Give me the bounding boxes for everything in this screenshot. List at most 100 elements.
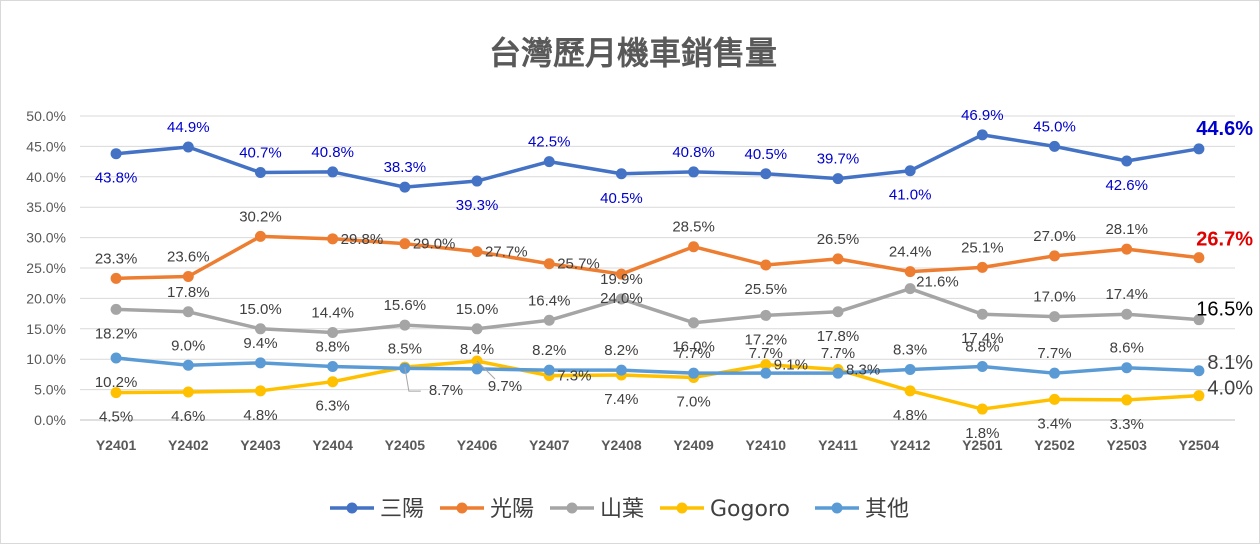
data-point [976, 308, 988, 320]
series-line [116, 286, 1200, 335]
data-point [976, 403, 988, 415]
legend-item[interactable]: 三陽 [330, 497, 424, 522]
data-point [327, 376, 339, 388]
data-label: 7.7% [749, 345, 783, 362]
data-label: 44.9% [167, 119, 210, 136]
data-point [1121, 308, 1133, 320]
data-label: 9.7% [488, 378, 522, 395]
data-label: 29.8% [341, 231, 384, 248]
data-label: 28.1% [1105, 221, 1148, 238]
data-label: 7.4% [604, 391, 638, 408]
data-point [110, 303, 122, 315]
data-point [182, 386, 194, 398]
data-point [399, 181, 411, 193]
data-point [254, 385, 266, 397]
y-tick-label: 40.0% [26, 169, 66, 185]
data-point [615, 293, 627, 305]
y-tick-label: 30.0% [26, 230, 66, 246]
data-point [543, 156, 555, 168]
data-label: 9.0% [171, 337, 205, 354]
data-label: 30.2% [239, 208, 282, 225]
x-tick-label: Y2408 [601, 437, 642, 453]
data-label: 7.7% [676, 345, 710, 362]
x-tick-label: Y2401 [96, 437, 137, 453]
data-label: 26.5% [817, 231, 860, 248]
data-label: 17.8% [817, 328, 860, 345]
data-point [327, 233, 339, 245]
data-label: 8.1% [1207, 352, 1253, 374]
data-point [1121, 243, 1133, 255]
data-point [615, 364, 627, 376]
data-point [1193, 314, 1205, 326]
data-point [471, 323, 483, 335]
data-label: 4.8% [243, 407, 277, 424]
data-label: 15.0% [239, 301, 282, 318]
data-point [471, 175, 483, 187]
data-point [760, 359, 772, 371]
data-point [110, 352, 122, 364]
legend-item[interactable]: Gogoro [660, 497, 790, 522]
data-point [615, 268, 627, 280]
data-point [471, 246, 483, 258]
data-label: 40.8% [311, 144, 354, 161]
x-tick-label: Y2405 [385, 437, 426, 453]
series-lines [110, 129, 1205, 415]
legend-item[interactable]: 其他 [815, 497, 909, 522]
data-label: 16.4% [528, 292, 571, 309]
data-label: 42.5% [528, 134, 571, 151]
series-line [115, 133, 1200, 189]
data-point [688, 367, 700, 379]
data-label: 25.7% [557, 256, 600, 273]
data-point [832, 173, 844, 185]
data-point [1193, 365, 1205, 377]
series-line [116, 359, 1200, 411]
data-label: 42.6% [1105, 177, 1148, 194]
data-label: 10.2% [95, 374, 138, 391]
data-label: 44.6% [1196, 118, 1253, 140]
data-point [182, 271, 194, 283]
x-tick-label: Y2502 [1034, 437, 1075, 453]
data-label: 24.0% [600, 290, 643, 307]
data-label: 8.6% [1110, 340, 1144, 357]
data-label: 4.6% [171, 408, 205, 425]
data-point [904, 385, 916, 397]
data-point [327, 326, 339, 338]
data-label: 43.8% [95, 170, 138, 187]
data-point [904, 266, 916, 278]
data-point [110, 387, 122, 399]
data-label: 38.3% [384, 159, 427, 176]
data-label: 17.4% [961, 330, 1004, 347]
legend-item[interactable]: 光陽 [440, 497, 534, 522]
data-point [1049, 140, 1061, 152]
legend[interactable]: 三陽 光陽 山葉 Gogoro 其他 [330, 497, 909, 522]
x-tick-label: Y2503 [1106, 437, 1147, 453]
data-label: 7.3% [557, 368, 591, 385]
data-label: 19.9% [600, 271, 643, 288]
data-label: 18.2% [95, 325, 138, 342]
y-tick-label: 45.0% [26, 138, 66, 154]
data-label: 4.8% [893, 407, 927, 424]
data-label: 16.5% [1196, 299, 1253, 321]
x-tick-label: Y2410 [746, 437, 787, 453]
data-label: 17.0% [1033, 289, 1076, 306]
x-tick-label: Y2402 [168, 437, 209, 453]
data-label: 40.8% [672, 144, 715, 161]
data-label: 3.3% [1110, 416, 1144, 433]
legend-item[interactable]: 山葉 [550, 497, 644, 522]
data-label: 4.5% [99, 409, 133, 426]
data-point [832, 367, 844, 379]
data-point [1049, 393, 1061, 405]
data-label: 8.8% [316, 338, 350, 355]
x-tick-label: Y2411 [818, 437, 858, 453]
data-label: 8.5% [388, 340, 422, 357]
data-point [1193, 252, 1205, 264]
data-label: 8.3% [893, 342, 927, 359]
data-label: 7.7% [821, 345, 855, 362]
legend-marker [831, 502, 843, 514]
y-tick-label: 50.0% [26, 108, 66, 124]
leader-line [476, 360, 496, 380]
data-label: 45.0% [1033, 118, 1076, 135]
data-label: 8.2% [604, 342, 638, 359]
y-tick-label: 35.0% [26, 199, 66, 215]
